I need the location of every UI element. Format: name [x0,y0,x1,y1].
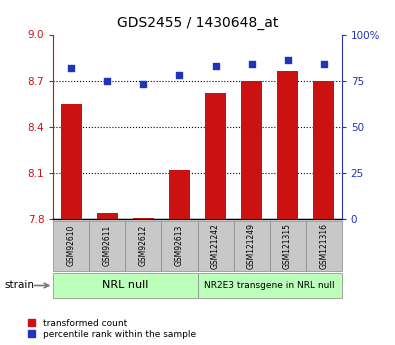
Text: GSM121249: GSM121249 [247,223,256,269]
Text: GSM92613: GSM92613 [175,225,184,266]
Bar [270,221,306,271]
Text: GSM92611: GSM92611 [103,225,112,266]
Text: GDS2455 / 1430648_at: GDS2455 / 1430648_at [117,16,278,30]
Point [176,72,182,78]
Bar [233,221,270,271]
Bar [126,221,162,271]
Point [104,78,111,83]
Bar [241,81,262,219]
Bar [313,81,335,219]
Bar [60,104,82,219]
Text: GSM92610: GSM92610 [67,225,76,266]
Text: NRL null: NRL null [102,280,149,290]
Bar [162,221,198,271]
Text: strain: strain [4,280,34,290]
Text: GSM121316: GSM121316 [319,223,328,269]
Point [284,58,291,63]
Point [320,61,327,67]
Text: NR2E3 transgene in NRL null: NR2E3 transgene in NRL null [204,281,335,290]
Legend: transformed count, percentile rank within the sample: transformed count, percentile rank withi… [28,318,196,339]
Point [248,61,255,67]
Point [68,65,75,70]
Bar [133,218,154,219]
Point [213,63,219,69]
Bar [205,93,226,219]
Bar [277,71,299,219]
Point [140,81,147,87]
Bar [198,221,233,271]
Bar [53,221,89,271]
Bar [169,170,190,219]
Bar [97,213,118,219]
Text: GSM92612: GSM92612 [139,225,148,266]
Bar [89,221,126,271]
Bar [198,273,342,298]
Text: GSM121315: GSM121315 [283,223,292,269]
Bar [306,221,342,271]
Text: GSM121242: GSM121242 [211,223,220,269]
Bar [53,273,198,298]
